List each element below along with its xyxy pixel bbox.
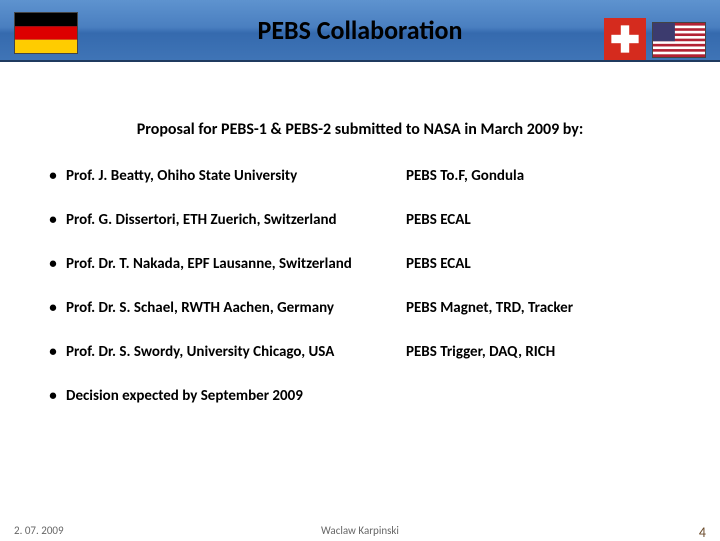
list-item: • Prof. Dr. S. Swordy, University Chicag… [40,343,680,361]
flag-germany-icon [14,12,78,54]
subtitle: Proposal for PEBS-1 & PEBS-2 submitted t… [40,120,680,139]
bullet-icon: • [40,387,66,405]
slide: PEBS Collaboration Proposal for PEBS-1 &… [0,0,720,540]
list-item: • Prof. G. Dissertori, ETH Zuerich, Swit… [40,211,680,229]
contributor-role: PEBS ECAL [406,211,680,229]
content-area: Proposal for PEBS-1 & PEBS-2 submitted t… [40,120,680,431]
footer-author: Waclaw Karpinski [0,524,720,537]
title-bar: PEBS Collaboration [0,0,720,62]
list-item: • Prof. Dr. S. Schael, RWTH Aachen, Germ… [40,299,680,317]
contributor-role: PEBS ECAL [406,255,680,273]
flag-usa-icon [652,22,706,58]
list-item: • Prof. Dr. T. Nakada, EPF Lausanne, Swi… [40,255,680,273]
bullet-icon: • [40,343,66,361]
contributor-name: Prof. G. Dissertori, ETH Zuerich, Switze… [66,211,406,229]
bullet-icon: • [40,211,66,229]
contributor-role: PEBS To.F, Gondula [406,167,680,185]
page-number: 4 [699,524,706,541]
contributor-name: Prof. Dr. S. Swordy, University Chicago,… [66,343,406,361]
list-item: • Prof. J. Beatty, Ohiho State Universit… [40,167,680,185]
bullet-icon: • [40,299,66,317]
page-title: PEBS Collaboration [258,14,463,46]
contributor-name: Prof. Dr. S. Schael, RWTH Aachen, German… [66,299,406,317]
bullet-icon: • [40,167,66,185]
contributor-role: PEBS Magnet, TRD, Tracker [406,299,680,317]
contributor-name: Prof. Dr. T. Nakada, EPF Lausanne, Switz… [66,255,406,273]
contributor-role: PEBS Trigger, DAQ, RICH [406,343,680,361]
contributor-name: Decision expected by September 2009 [66,387,406,405]
flag-switzerland-icon [604,18,646,60]
list-item: • Decision expected by September 2009 [40,387,680,405]
contributor-name: Prof. J. Beatty, Ohiho State University [66,167,406,185]
bullet-icon: • [40,255,66,273]
